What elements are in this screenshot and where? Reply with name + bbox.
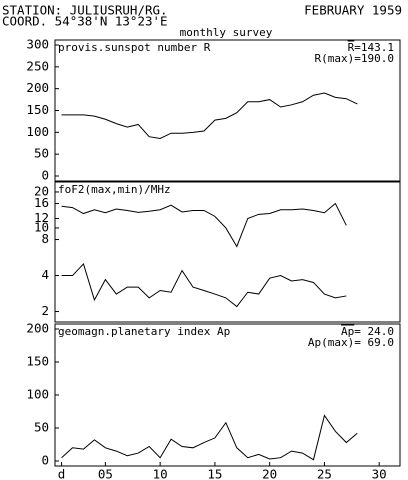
month: FEBRUARY 1959 [304,3,402,18]
y-tick-label: 150 [26,102,49,117]
annotation: Ap= 24.0 [341,325,394,338]
panel-title: provis.sunspot number R [58,41,211,54]
y-tick-label: 100 [26,124,49,139]
x-tick-label: 20 [262,467,277,480]
x-tick-label: 25 [317,467,332,480]
y-tick-label: 150 [26,354,49,369]
y-tick-label: 250 [26,58,49,73]
y-tick-label: 8 [41,231,49,246]
panel-title: geomagn.planetary index Ap [58,325,230,338]
x-tick-label: 05 [98,467,113,480]
panel-title: foF2(max,min)/MHz [58,183,171,196]
y-tick-label: 16 [34,195,49,210]
station: STATION: JULIUSRUH/RG. [2,3,168,18]
y-tick-label: 4 [41,267,49,282]
y-tick-label: 0 [41,168,49,183]
y-tick-label: 12 [34,210,49,225]
y-tick-label: 300 [26,37,49,52]
panel-frame [54,181,401,323]
data-line [61,262,347,308]
y-tick-label: 200 [26,321,49,336]
y-tick-label: 50 [34,146,49,161]
data-line [61,92,358,139]
data-line [61,202,347,248]
x-tick-label: 10 [153,467,168,480]
y-tick-label: 10 [34,219,49,234]
y-tick-label: 2 [41,303,49,318]
x-tick-label: d [58,467,66,480]
y-tick-label: 20 [34,183,49,198]
y-tick-label: 100 [26,387,49,402]
coord: COORD. 54°38'N 13°23'E [2,14,168,29]
y-tick-label: 200 [26,80,49,95]
y-tick-label: 50 [34,420,49,435]
data-line [61,414,358,461]
subtitle: monthly survey [180,26,273,39]
annotation: R(max)=190.0 [315,52,394,65]
annotation: Ap(max)= 69.0 [308,336,394,349]
y-tick-label: 0 [41,453,49,468]
x-tick-label: 30 [372,467,387,480]
x-tick-label: 15 [207,467,222,480]
annotation: R=143.1 [348,41,394,54]
